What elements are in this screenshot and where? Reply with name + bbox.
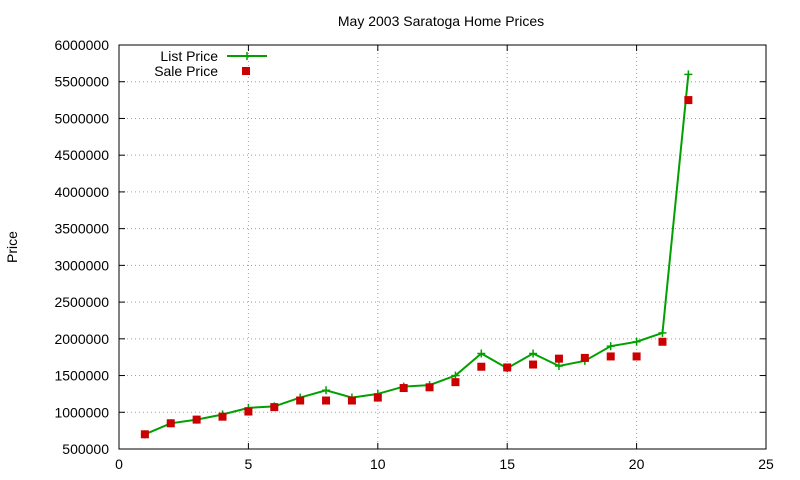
- list-price-point: [632, 337, 641, 346]
- y-tick-label: 4500000: [54, 147, 109, 163]
- x-tick-label: 5: [245, 456, 253, 472]
- list-price-point: [606, 342, 615, 351]
- y-tick-label: 1000000: [54, 404, 109, 420]
- x-tick-label: 20: [629, 456, 645, 472]
- plot-border: [118, 44, 767, 450]
- sale-price-point: [244, 407, 253, 416]
- y-tick-label: 3000000: [54, 257, 109, 273]
- y-tick-label: 5500000: [54, 74, 109, 90]
- axes: [118, 44, 767, 450]
- sale-price-point: [606, 352, 615, 361]
- sale-price-point: [554, 354, 563, 363]
- list-price-point: [322, 386, 331, 395]
- sale-price-point: [218, 412, 227, 421]
- list-price-point: [529, 349, 538, 358]
- sale-price-point: [166, 419, 175, 428]
- sale-price-point: [658, 337, 667, 346]
- y-tick-label: 1500000: [54, 368, 109, 384]
- sale-price-point: [503, 363, 512, 372]
- chart-title: May 2003 Saratoga Home Prices: [338, 13, 544, 29]
- sale-price-point: [425, 383, 434, 392]
- sale-price-point: [684, 96, 693, 105]
- sale-price-point: [192, 415, 201, 424]
- y-tick-label: 2000000: [54, 331, 109, 347]
- list-price-point: [554, 361, 563, 370]
- x-tick-label: 15: [499, 456, 515, 472]
- x-tick-label: 10: [370, 456, 386, 472]
- y-axis-label: Price: [4, 231, 20, 263]
- list-price-line: [144, 74, 690, 436]
- sale-price-point: [270, 403, 279, 412]
- sale-price-point: [322, 396, 331, 405]
- list-price-point: [658, 328, 667, 337]
- tick-labels: 0 5 10 15 20 25 500000 1000000 1500000 2000000 250…: [54, 37, 774, 472]
- legend-square-marker: [242, 67, 250, 75]
- y-tick-label: 6000000: [54, 37, 109, 53]
- list-price-point: [684, 70, 693, 79]
- legend-label: List Price: [160, 48, 218, 64]
- x-tick-label: 25: [758, 456, 774, 472]
- sale-price-point: [296, 396, 305, 405]
- legend-item: Sale Price: [154, 63, 250, 79]
- sale-price-point: [632, 352, 641, 361]
- sale-price-point: [347, 396, 356, 405]
- y-tick-label: 3500000: [54, 221, 109, 237]
- series-sale-price: [140, 96, 693, 439]
- sale-price-point: [477, 362, 486, 371]
- sale-price-point: [140, 430, 149, 439]
- legend-label: Sale Price: [154, 63, 218, 79]
- sale-price-point: [373, 393, 382, 402]
- y-tick-label: 500000: [62, 441, 109, 457]
- legend-item: List Price: [160, 48, 267, 64]
- list-price-point: [477, 349, 486, 358]
- sale-price-point: [451, 378, 460, 387]
- y-tick-label: 2500000: [54, 294, 109, 310]
- sale-price-point: [580, 353, 589, 362]
- series-group: [140, 70, 693, 439]
- x-tick-label: 0: [115, 456, 123, 472]
- y-tick-label: 5000000: [54, 110, 109, 126]
- sale-price-point: [399, 384, 408, 393]
- sale-price-point: [529, 360, 538, 369]
- legend-plus-marker: [243, 52, 251, 60]
- y-tick-label: 4000000: [54, 184, 109, 200]
- grid-lines: [119, 45, 766, 449]
